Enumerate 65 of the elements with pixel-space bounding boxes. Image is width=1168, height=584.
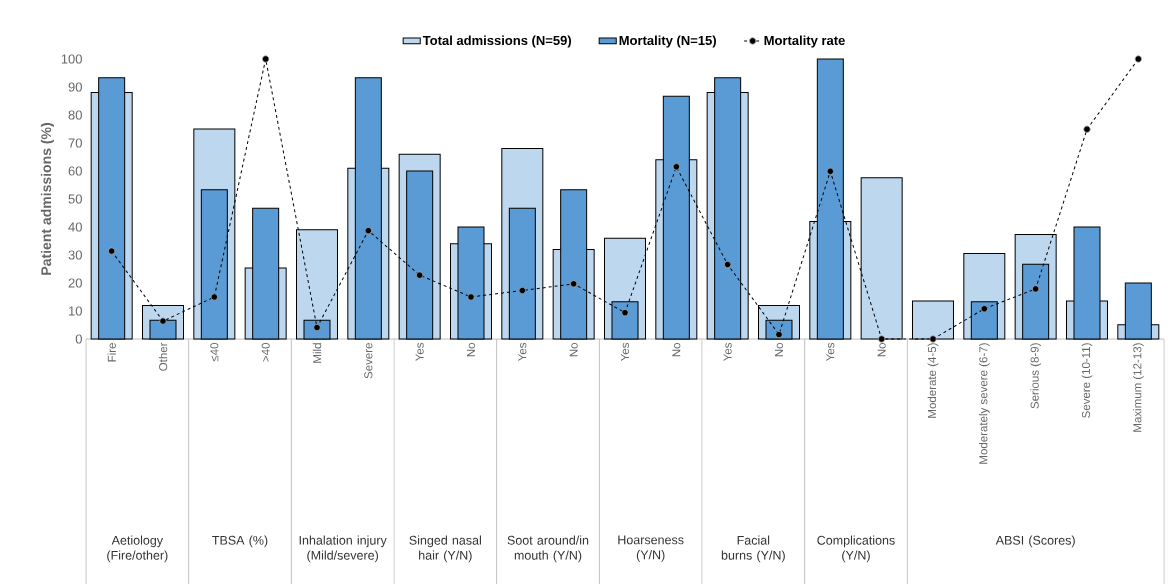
text: ABSI (Scores): [995, 535, 1075, 548]
y-tick-label: 50: [68, 194, 82, 204]
y-tick-label: 0: [75, 334, 82, 344]
text: Singed nasal hair (Y/N): [409, 535, 481, 563]
x-tick-label: No: [672, 343, 681, 357]
x-tick-label: Severe (10-11): [1081, 343, 1093, 418]
x-tick-label: No: [569, 343, 578, 357]
point: [108, 247, 116, 255]
y-tick-label: 90: [68, 82, 82, 92]
x-tick-label: Maximum (12-13): [1132, 343, 1144, 432]
y-tick-label: 80: [68, 110, 82, 120]
point: [980, 305, 988, 313]
text: Inhalation injury (Mild/severe): [299, 535, 387, 563]
x-tick-label: Serious (8-9): [1030, 343, 1042, 409]
point: [467, 293, 475, 301]
x-tick-label: Moderate (4-5): [927, 343, 939, 418]
y-tick-label: 10: [69, 306, 82, 316]
legend-label: Mortality (N=15): [619, 35, 716, 48]
x-tick-label: Other: [158, 342, 168, 371]
x-tick-label: Moderately severe (6-7): [978, 343, 990, 464]
point: [672, 163, 680, 171]
x-tick-label: Severe: [364, 343, 373, 379]
x-tick-label: ≤40: [210, 342, 219, 362]
point: [262, 55, 270, 63]
x-tick-label: Yes: [415, 342, 424, 362]
text: Soot around/in mouth (Y/N): [507, 535, 589, 563]
legend-label: Mortality rate: [764, 35, 845, 48]
y-tick-label: 30: [68, 250, 82, 260]
point: [210, 293, 218, 301]
point: [1134, 55, 1142, 63]
point: [518, 286, 526, 295]
text: Aetiology (Fire/other): [107, 535, 168, 563]
x-tick-label: No: [877, 343, 886, 357]
y-axis-title: Patient admissions (%): [40, 123, 54, 275]
text: Complications (Y/N): [817, 535, 895, 563]
x-tick-label: Yes: [723, 342, 732, 362]
y-tick-label: 20: [68, 278, 82, 288]
x-tick-label: Yes: [518, 342, 527, 362]
point: [621, 309, 629, 317]
point: [1032, 285, 1040, 293]
point: [878, 335, 886, 343]
point: [775, 330, 783, 339]
point: [364, 227, 372, 235]
point: [159, 317, 167, 325]
x-tick-label: Fire: [107, 343, 116, 362]
point: [826, 167, 834, 175]
text: TBSA (%): [212, 535, 268, 548]
y-tick-label: 40: [68, 222, 82, 232]
text: Facial burns (Y/N): [721, 535, 785, 563]
y-tick-label: 60: [68, 166, 82, 176]
x-tick-label: No: [774, 343, 783, 357]
x-tick-label: Yes: [826, 342, 835, 362]
x-tick-label: Mild: [312, 343, 322, 363]
x-tick-label: No: [466, 343, 475, 357]
text: Hoarseness (Y/N): [618, 535, 684, 562]
point: [570, 280, 578, 288]
point: [929, 335, 937, 343]
x-tick-label: Yes: [620, 342, 629, 362]
point: [1083, 125, 1091, 133]
y-tick-label: 100: [61, 54, 82, 64]
point: [724, 260, 732, 269]
y-tick-label: 70: [68, 138, 82, 148]
legend-label: Total admissions (N=59): [422, 35, 572, 48]
point: [416, 271, 424, 279]
x-tick-label: >40: [261, 342, 270, 362]
